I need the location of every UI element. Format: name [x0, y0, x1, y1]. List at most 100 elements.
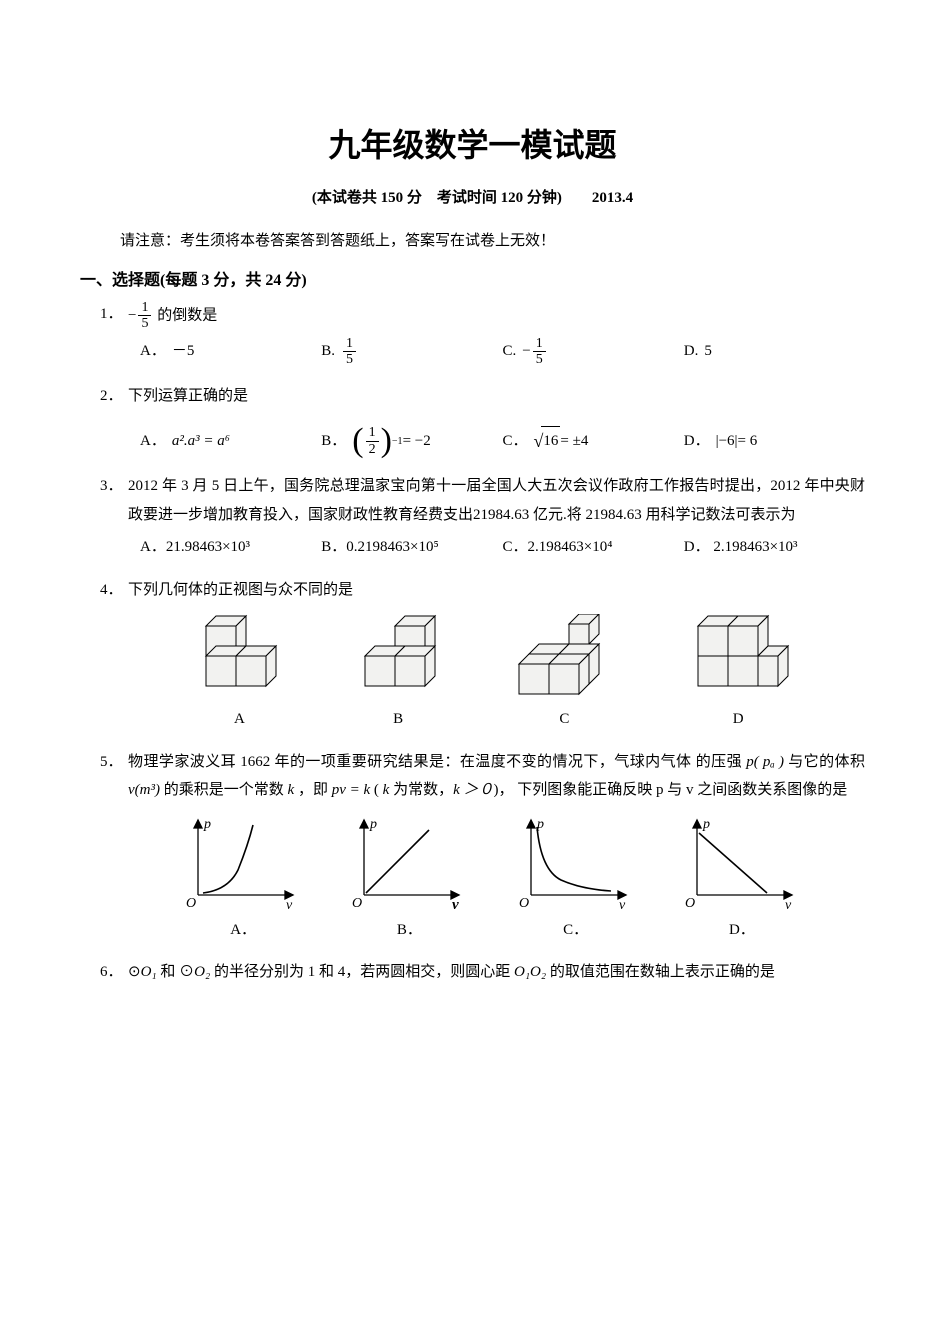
axis-v-b: v — [452, 897, 459, 910]
q5-fig-b: p v O B． — [344, 815, 474, 945]
q2-c-label: C． — [503, 427, 528, 456]
cube-shape-a-icon — [189, 614, 289, 699]
q3-option-b: B．0.2198463×10⁵ — [321, 533, 502, 562]
q3-option-d: D． 2.198463×10³ — [684, 533, 865, 562]
cube-shape-c-icon — [507, 614, 622, 699]
q2-a-label: A． — [140, 427, 166, 456]
lparen-icon: ( — [352, 424, 363, 458]
q5-vm: (m³) — [135, 782, 160, 798]
q2-c-sqrt: 16 — [541, 426, 560, 456]
axis-o-c: O — [519, 896, 529, 910]
q6-o1: O₁ — [141, 964, 157, 980]
q5-stem: 物理学家波义耳 1662 年的一项重要研究结果是：在温度不变的情况下，气球内气体… — [128, 748, 865, 805]
q5-label-c: C． — [563, 916, 588, 945]
q5-label-a: A． — [230, 916, 256, 945]
q3-num: 3． — [100, 472, 128, 501]
q6-m2: 的半径分别为 1 和 4，若两圆相交，则圆心距 — [210, 964, 514, 980]
q1-c-num: 1 — [533, 336, 546, 352]
question-4: 4． 下列几何体的正视图与众不同的是 A — [100, 576, 865, 734]
q1-num: 1． — [100, 300, 128, 329]
rparen-icon: ) — [381, 424, 392, 458]
question-6: 6． ⊙O₁ 和 ⊙O₂ 的半径分别为 1 和 4，若两圆相交，则圆心距 O₁O… — [100, 958, 865, 987]
q1-stem-pre: − — [128, 307, 136, 323]
q6-stem: ⊙O₁ 和 ⊙O₂ 的半径分别为 1 和 4，若两圆相交，则圆心距 O₁O₂ 的… — [128, 958, 865, 987]
question-5: 5． 物理学家波义耳 1662 年的一项重要研究结果是：在温度不变的情况下，气球… — [100, 748, 865, 945]
q4-fig-c: C — [507, 614, 622, 734]
q3-option-c: C．2.198463×10⁴ — [503, 533, 684, 562]
q5-label-b: B． — [397, 916, 422, 945]
q2-option-d: D．|−6|= 6 — [684, 424, 865, 458]
q2-d-label: D． — [684, 427, 710, 456]
q5-label-d: D． — [729, 916, 755, 945]
q1-option-d: D. 5 — [684, 336, 865, 368]
q5-pa: ( pₐ ) — [754, 754, 784, 770]
q2-option-b: B． ( 12 ) −1 = −2 — [321, 424, 502, 458]
q5-m4: ( — [370, 782, 383, 798]
q2-b-expr: ( 12 ) −1 = −2 — [352, 424, 430, 458]
q2-b-eq: = −2 — [403, 427, 431, 456]
q2-b-frac: 12 — [366, 425, 379, 457]
page-subtitle: (本试卷共 150 分 考试时间 120 分钟) 2013.4 — [80, 186, 865, 207]
q4-label-a: A — [234, 705, 245, 734]
q1-c-label: C. — [503, 337, 517, 366]
q5-fig-d: p v O D． — [677, 815, 807, 945]
q5-fig-c: p v O C． — [511, 815, 641, 945]
q2-b-exp: −1 — [392, 432, 403, 451]
q2-stem: 下列运算正确的是 — [128, 382, 865, 411]
q1-d-val: 5 — [704, 337, 712, 366]
q4-label-b: B — [393, 705, 403, 734]
q1-stem: −15 的倒数是 — [128, 300, 865, 332]
page-title: 九年级数学一模试题 — [80, 120, 865, 166]
graph-c-icon: p v O — [511, 815, 641, 910]
exam-notice: 请注意：考生须将本卷答案答到答题纸上，答案写在试卷上无效！ — [120, 229, 865, 250]
q1-b-frac: 15 — [343, 336, 356, 368]
q2-b-num: 1 — [366, 425, 379, 441]
q2-c-eq: = ±4 — [560, 427, 588, 456]
graph-b-icon: p v O — [344, 815, 474, 910]
q5-m6: )， — [494, 782, 514, 798]
q1-c-frac: 15 — [533, 336, 546, 368]
q4-fig-a: A — [189, 614, 289, 734]
q1-option-c: C.−15 — [503, 336, 684, 368]
axis-o-b: O — [352, 896, 362, 910]
q6-o2: O₂ — [194, 964, 210, 980]
q5-fig-a: p v O A． — [178, 815, 308, 945]
q4-fig-d: D — [681, 614, 796, 734]
q4-label-d: D — [733, 705, 744, 734]
graph-a-icon: p v O — [178, 815, 308, 910]
q1-b-num: 1 — [343, 336, 356, 352]
q2-b-den: 2 — [366, 442, 379, 457]
q5-num: 5． — [100, 748, 128, 777]
q2-b-label: B． — [321, 427, 346, 456]
q6-num: 6． — [100, 958, 128, 987]
q4-num: 4． — [100, 576, 128, 605]
q5-m1: 与它的体积 — [784, 754, 865, 770]
axis-o-a: O — [186, 896, 196, 910]
q1-option-b: B.15 — [321, 336, 502, 368]
q6-pre: ⊙ — [128, 964, 141, 980]
sqrt-icon: √ — [534, 424, 544, 458]
q1-b-den: 5 — [343, 352, 356, 367]
q6-post: 的取值范围在数轴上表示正确的是 — [546, 964, 775, 980]
axis-p-b: p — [369, 817, 377, 832]
q5-kgt: k ＞０ — [453, 782, 493, 798]
q1-c-pre: − — [522, 337, 530, 366]
q2-option-a: A．a².a³ = a⁶ — [140, 424, 321, 458]
question-1: 1． −15 的倒数是 A．－5 B.15 C.−15 D. 5 — [100, 300, 865, 368]
graph-d-icon: p v O — [677, 815, 807, 910]
axis-v-c: v — [619, 898, 626, 910]
q2-num: 2． — [100, 382, 128, 411]
q5-m3: ，即 — [294, 782, 332, 798]
q1-c-den: 5 — [533, 352, 546, 367]
q6-m1: 和 ⊙ — [157, 964, 195, 980]
question-2: 2． 下列运算正确的是 A．a².a³ = a⁶ B． ( 12 ) −1 = … — [100, 382, 865, 459]
q1-frac-den: 5 — [138, 316, 151, 331]
q1-a-label: A． — [140, 337, 166, 366]
q2-a-val: a².a³ = a⁶ — [172, 427, 230, 456]
q3-stem: 2012 年 3 月 5 日上午，国务院总理温家宝向第十一届全国人大五次会议作政… — [128, 472, 865, 529]
cube-shape-d-icon — [681, 614, 796, 699]
axis-p-c: p — [536, 817, 544, 832]
question-3: 3． 2012 年 3 月 5 日上午，国务院总理温家宝向第十一届全国人大五次会… — [100, 472, 865, 562]
q5-m5: 为常数， — [389, 782, 453, 798]
q5-p: p — [746, 754, 754, 770]
